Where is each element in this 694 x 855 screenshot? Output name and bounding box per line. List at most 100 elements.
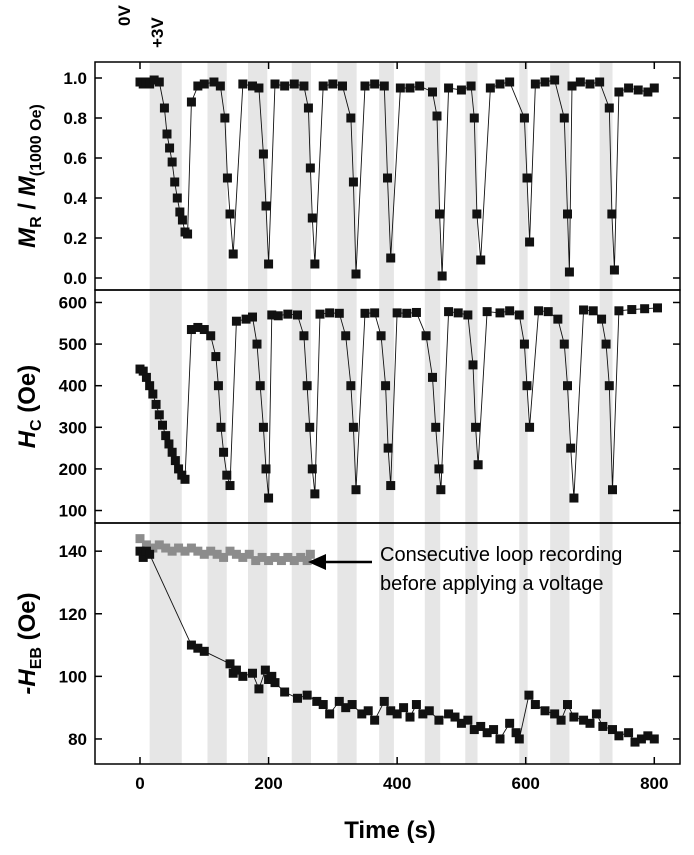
- data-point-0-0-15: [183, 229, 193, 239]
- data-point-0-0-9: [167, 157, 177, 167]
- data-point-2-1-48: [511, 728, 521, 738]
- data-point-2-1-61: [608, 725, 617, 735]
- voltage-band-6: [424, 62, 441, 764]
- data-point-0-0-67: [522, 173, 532, 183]
- data-point-2-1-28: [370, 715, 380, 725]
- data-point-1-0-45: [341, 331, 351, 341]
- y-tick-label-1-1: 200: [59, 460, 87, 479]
- voltage-bands: [149, 62, 613, 764]
- data-point-0-0-13: [177, 215, 187, 225]
- data-point-2-1-52: [540, 706, 550, 716]
- data-point-1-0-32: [264, 493, 274, 503]
- data-point-1-0-47: [348, 422, 358, 432]
- data-point-1-0-50: [370, 308, 380, 318]
- data-point-0-0-52: [415, 81, 425, 91]
- data-point-1-0-22: [219, 447, 229, 457]
- y-tick-label-1-3: 400: [59, 377, 87, 396]
- data-point-1-0-6: [154, 410, 164, 420]
- data-point-2-1-45: [489, 725, 499, 735]
- data-point-1-0-40: [307, 464, 317, 474]
- data-point-1-0-42: [315, 309, 325, 319]
- data-point-1-0-59: [428, 372, 437, 382]
- data-point-0-0-39: [318, 81, 328, 91]
- x-tick-label-3: 600: [512, 774, 540, 793]
- data-point-0-0-24: [228, 249, 238, 259]
- data-point-2-1-53: [550, 709, 560, 719]
- data-point-1-0-23: [222, 470, 232, 480]
- voltage-band-3: [291, 62, 311, 764]
- data-point-0-0-80: [607, 209, 617, 219]
- data-point-2-1-55: [563, 700, 572, 710]
- data-point-2-1-17: [280, 687, 290, 697]
- data-point-0-0-53: [428, 87, 437, 97]
- data-point-2-1-46: [495, 734, 505, 744]
- data-point-1-0-3: [145, 381, 155, 391]
- data-point-0-0-10: [170, 177, 180, 187]
- data-point-0-0-65: [505, 77, 515, 87]
- data-point-2-1-3: [145, 549, 155, 559]
- data-point-0-0-49: [386, 253, 396, 263]
- data-point-0-0-37: [307, 213, 317, 223]
- data-point-1-0-91: [640, 304, 650, 314]
- data-point-2-0-18: [251, 556, 261, 566]
- data-point-2-1-19: [302, 690, 312, 700]
- data-point-0-0-11: [172, 193, 182, 203]
- data-point-0-0-19: [209, 77, 219, 87]
- data-point-1-0-75: [525, 422, 535, 432]
- data-point-1-0-10: [167, 447, 177, 457]
- data-point-2-0-27: [305, 549, 315, 559]
- data-point-1-0-7: [158, 420, 167, 430]
- data-point-2-0-25: [296, 552, 306, 562]
- data-point-2-1-33: [405, 712, 415, 722]
- data-point-2-1-60: [598, 721, 608, 731]
- data-point-0-0-86: [649, 83, 659, 93]
- data-point-1-0-67: [471, 422, 481, 432]
- data-point-2-1-64: [630, 737, 640, 747]
- data-point-0-0-84: [633, 85, 643, 95]
- plot-frames: [94, 61, 681, 765]
- x-tick-label-0: 0: [135, 774, 144, 793]
- top-label-0v: 0V: [115, 5, 134, 26]
- voltage-band-0: [149, 62, 182, 764]
- data-point-1-0-83: [579, 305, 589, 315]
- data-point-1-0-62: [436, 485, 446, 495]
- data-point-1-0-28: [252, 339, 262, 349]
- data-point-0-0-35: [303, 103, 313, 113]
- data-point-0-0-18: [199, 79, 209, 89]
- data-point-2-1-0: [135, 546, 145, 556]
- data-point-2-1-9: [231, 665, 241, 675]
- data-point-1-0-53: [383, 443, 393, 453]
- data-point-0-0-83: [624, 83, 634, 93]
- data-point-2-0-3: [154, 540, 164, 550]
- data-point-1-0-31: [261, 464, 271, 474]
- data-point-1-0-70: [495, 308, 505, 318]
- data-point-0-0-8: [165, 143, 175, 153]
- data-point-1-0-64: [453, 308, 463, 318]
- data-point-2-1-51: [530, 700, 540, 710]
- data-point-2-0-10: [199, 549, 209, 559]
- data-point-1-0-49: [360, 308, 370, 318]
- data-point-2-0-23: [283, 552, 293, 562]
- data-point-2-1-12: [254, 684, 264, 694]
- data-point-1-0-1: [138, 366, 148, 376]
- data-point-1-0-26: [241, 314, 251, 324]
- data-point-1-0-69: [482, 307, 492, 317]
- data-point-2-0-6: [174, 543, 184, 553]
- data-point-1-0-48: [351, 485, 361, 495]
- data-point-1-0-18: [206, 331, 216, 341]
- data-point-0-0-82: [614, 87, 624, 97]
- data-point-0-0-71: [550, 75, 560, 85]
- data-point-2-1-56: [569, 712, 579, 722]
- data-point-1-0-71: [505, 306, 515, 316]
- data-point-1-0-8: [161, 431, 171, 441]
- voltage-band-7: [465, 62, 478, 764]
- data-point-0-0-68: [525, 237, 535, 247]
- data-point-0-0-50: [395, 83, 405, 93]
- data-point-0-0-26: [248, 81, 257, 91]
- data-point-0-0-42: [346, 113, 356, 123]
- data-point-2-0-19: [257, 552, 267, 562]
- data-point-1-0-33: [267, 310, 277, 320]
- data-point-2-1-47: [505, 718, 515, 728]
- data-point-2-1-10: [238, 671, 248, 681]
